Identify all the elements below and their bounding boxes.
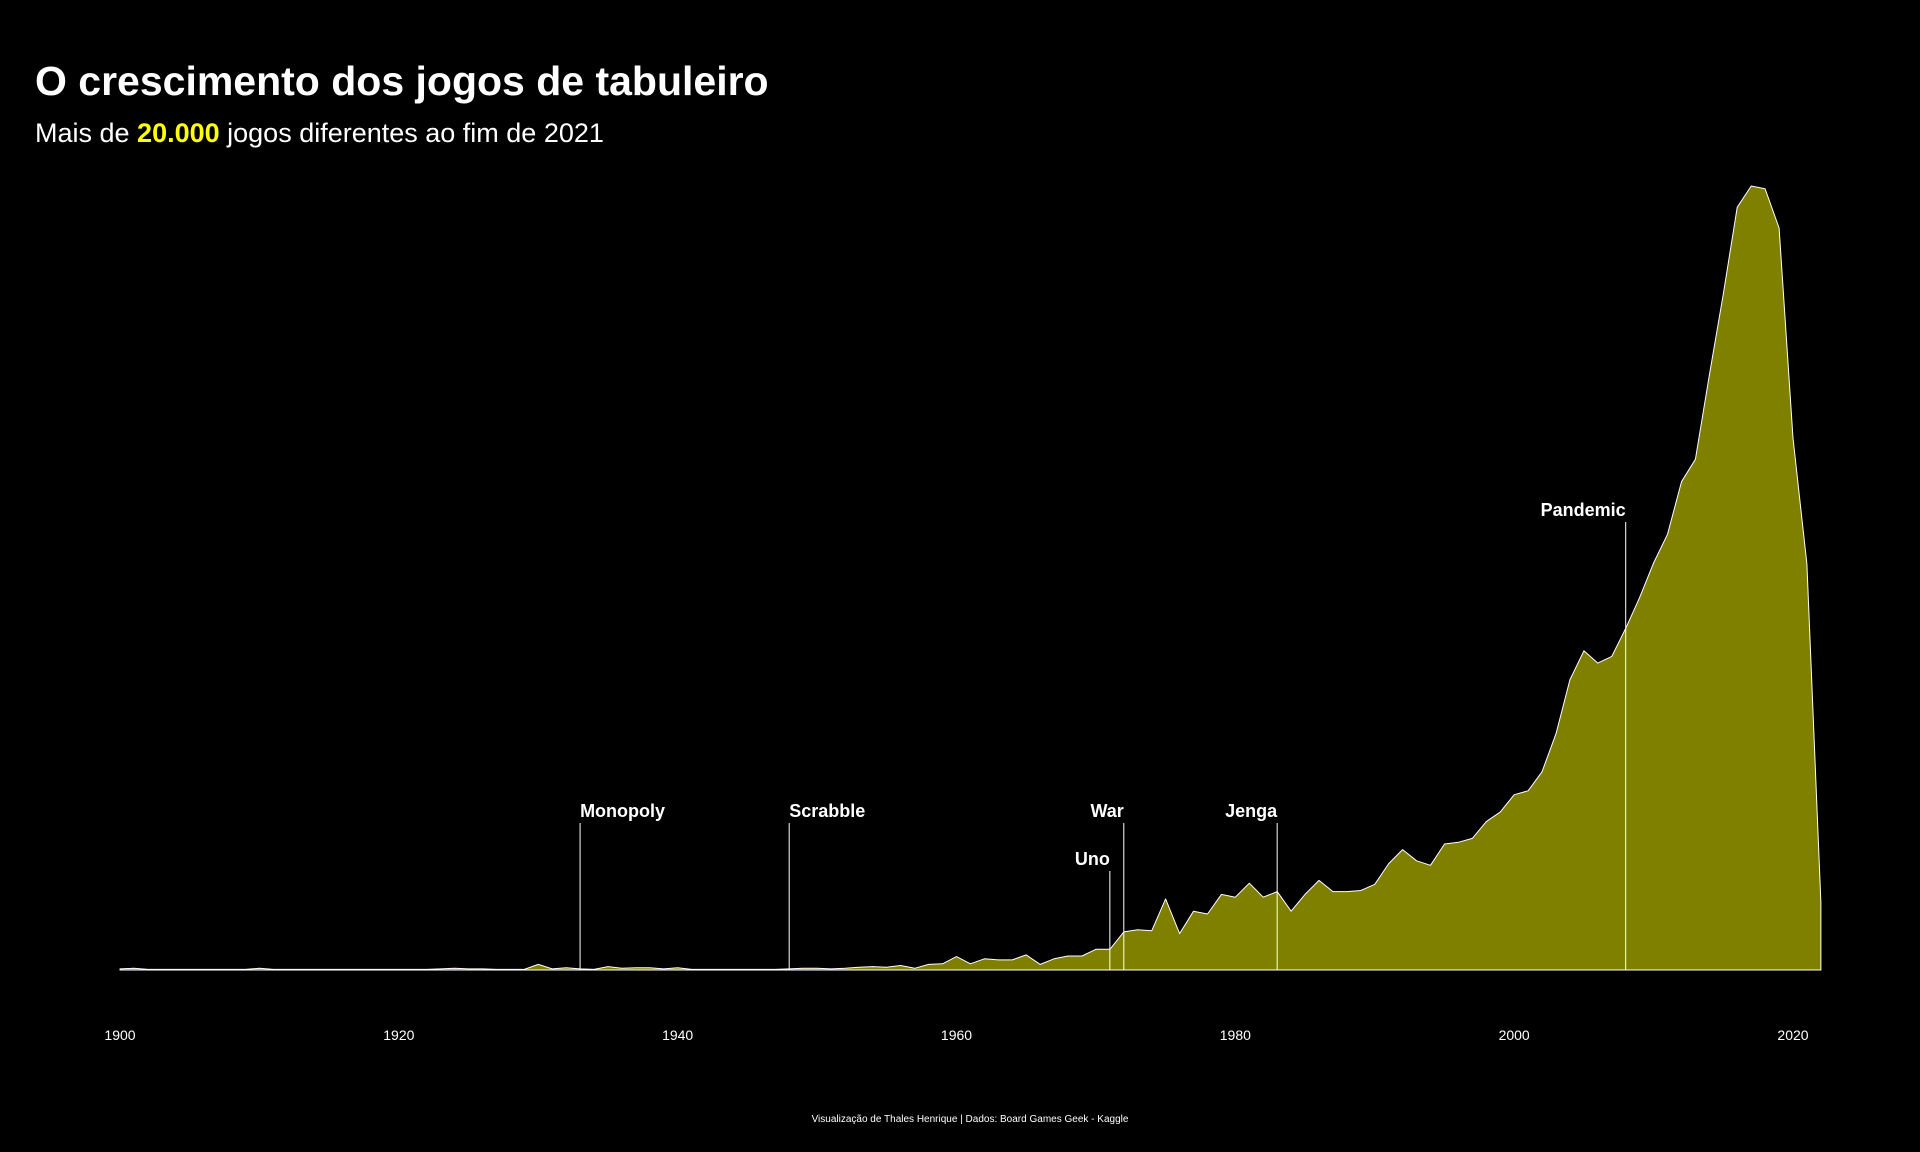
x-tick-label-1960: 1960	[941, 1027, 972, 1043]
x-tick-label-1900: 1900	[104, 1027, 135, 1043]
subtitle-suffix: jogos diferentes ao fim de 2021	[219, 118, 604, 148]
x-tick-label-1920: 1920	[383, 1027, 414, 1043]
annotations-layer: Monopoly Scrabble Uno War Jenga Pandemic	[579, 500, 1627, 970]
x-tick-label-1980: 1980	[1220, 1027, 1251, 1043]
annotation-label-pandemic: Pandemic	[1541, 500, 1626, 520]
page-subtitle: Mais de 20.000 jogos diferentes ao fim d…	[35, 118, 604, 149]
page-title: O crescimento dos jogos de tabuleiro	[35, 58, 769, 104]
annotation-label-scrabble: Scrabble	[789, 801, 865, 821]
x-tick-label-2000: 2000	[1499, 1027, 1530, 1043]
annotation-label-jenga: Jenga	[1225, 801, 1278, 821]
x-tick-label-2020: 2020	[1777, 1027, 1808, 1043]
subtitle-prefix: Mais de	[35, 118, 138, 148]
x-axis: 1900 1920 1940 1960 1980 2000 2020	[104, 1027, 1808, 1043]
annotation-label-war: War	[1090, 801, 1123, 821]
area-series	[119, 185, 1822, 971]
games-count-area	[119, 185, 1822, 971]
x-tick-label-1940: 1940	[662, 1027, 693, 1043]
annotation-label-monopoly: Monopoly	[580, 801, 665, 821]
annotation-label-uno: Uno	[1075, 849, 1110, 869]
caption: Visualização de Thales Henrique | Dados:…	[811, 1114, 1129, 1125]
subtitle-highlight-number: 20.000	[137, 118, 220, 148]
